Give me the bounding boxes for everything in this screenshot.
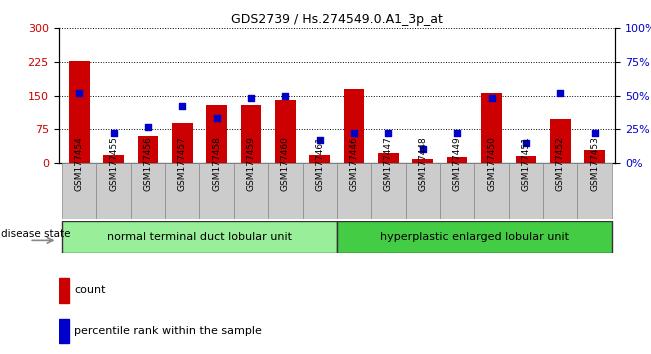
Bar [516, 156, 536, 163]
Text: GSM177458: GSM177458 [212, 136, 221, 191]
Point [177, 103, 187, 109]
Point [349, 130, 359, 136]
FancyBboxPatch shape [475, 163, 508, 219]
Point [555, 90, 566, 96]
Bar [447, 158, 467, 163]
FancyBboxPatch shape [62, 221, 337, 253]
Bar [172, 124, 193, 163]
Text: disease state: disease state [1, 229, 71, 239]
Text: GSM177460: GSM177460 [281, 136, 290, 191]
Text: normal terminal duct lobular unit: normal terminal duct lobular unit [107, 232, 292, 242]
Point [486, 96, 497, 101]
Bar [275, 100, 296, 163]
Text: hyperplastic enlarged lobular unit: hyperplastic enlarged lobular unit [380, 232, 569, 242]
FancyBboxPatch shape [337, 163, 371, 219]
Point [108, 130, 118, 136]
Point [143, 124, 153, 129]
FancyBboxPatch shape [371, 163, 406, 219]
Text: GSM177454: GSM177454 [75, 136, 84, 191]
Bar [69, 61, 89, 163]
Text: count: count [74, 285, 105, 295]
Text: GSM177455: GSM177455 [109, 136, 118, 191]
Point [246, 96, 256, 101]
Text: GSM177459: GSM177459 [247, 136, 255, 191]
Bar [104, 155, 124, 163]
FancyBboxPatch shape [131, 163, 165, 219]
FancyBboxPatch shape [577, 163, 612, 219]
Point [521, 140, 531, 145]
Title: GDS2739 / Hs.274549.0.A1_3p_at: GDS2739 / Hs.274549.0.A1_3p_at [231, 13, 443, 26]
Text: GSM177457: GSM177457 [178, 136, 187, 191]
Bar [59, 319, 68, 343]
Text: percentile rank within the sample: percentile rank within the sample [74, 326, 262, 336]
Text: GSM177456: GSM177456 [143, 136, 152, 191]
Text: GSM177447: GSM177447 [384, 136, 393, 191]
Bar [378, 153, 398, 163]
Bar [59, 278, 68, 303]
Bar [344, 89, 365, 163]
Text: GSM177448: GSM177448 [419, 136, 427, 191]
Point [314, 137, 325, 143]
FancyBboxPatch shape [440, 163, 475, 219]
Point [383, 130, 394, 136]
Bar [241, 104, 261, 163]
FancyBboxPatch shape [199, 163, 234, 219]
Text: GSM177451: GSM177451 [521, 136, 531, 191]
Text: GSM177446: GSM177446 [350, 136, 359, 191]
Bar [309, 155, 330, 163]
Bar [550, 119, 570, 163]
Point [280, 93, 290, 98]
Point [452, 130, 462, 136]
Bar [413, 159, 433, 163]
Bar [584, 150, 605, 163]
Text: GSM177452: GSM177452 [556, 136, 564, 191]
Point [74, 90, 85, 96]
Text: GSM177461: GSM177461 [315, 136, 324, 191]
FancyBboxPatch shape [268, 163, 303, 219]
Point [589, 130, 600, 136]
FancyBboxPatch shape [62, 163, 96, 219]
FancyBboxPatch shape [543, 163, 577, 219]
FancyBboxPatch shape [96, 163, 131, 219]
FancyBboxPatch shape [508, 163, 543, 219]
Bar [481, 93, 502, 163]
FancyBboxPatch shape [234, 163, 268, 219]
FancyBboxPatch shape [337, 221, 612, 253]
Text: GSM177450: GSM177450 [487, 136, 496, 191]
FancyBboxPatch shape [303, 163, 337, 219]
Bar [137, 136, 158, 163]
Point [417, 147, 428, 152]
FancyBboxPatch shape [165, 163, 199, 219]
Point [212, 116, 222, 121]
Text: GSM177453: GSM177453 [590, 136, 599, 191]
FancyBboxPatch shape [406, 163, 440, 219]
Bar [206, 104, 227, 163]
Text: GSM177449: GSM177449 [452, 136, 462, 191]
